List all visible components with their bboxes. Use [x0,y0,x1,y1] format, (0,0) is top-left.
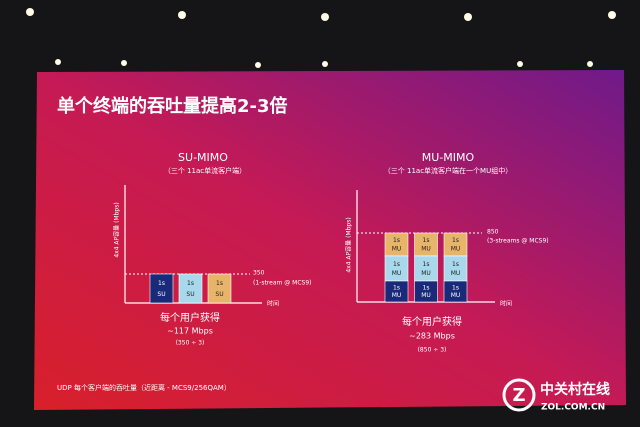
block [414,280,438,303]
footnote: UDP 每个客户端的吞吐量（近距离 - MCS9/256QAM） [57,383,231,392]
block-label: MU [421,270,431,277]
block-label: SU [157,291,165,298]
block-label: MU [392,292,402,299]
block-label: MU [451,270,461,277]
block-label: 1s [187,280,194,287]
block-label: 1s [393,237,400,244]
diagram-title: SU-MIMO [178,151,228,164]
result-text: ~283 Mbps [409,332,455,341]
block-label: MU [392,270,402,277]
su-mimo-diagram: SU-MIMO （三个 11ac单流客户端） 4x4 AP容量 (Mbps) 时… [113,151,312,347]
block-label: 1s [452,261,459,268]
block-label: 1s [452,237,459,244]
diagram-title: MU-MIMO [422,151,475,164]
y-axis-label: 4x4 AP容量 (Mbps) [345,217,353,272]
block-label: MU [421,246,431,253]
block [149,273,174,304]
block-label: MU [451,246,461,253]
block-label: SU [215,291,223,298]
block [443,255,468,282]
x-axis-label: 时间 [500,300,512,308]
x-axis-label: 时间 [267,300,279,308]
watermark-logo-letter: Z [512,385,525,406]
capacity-note: (3-streams @ MCS9) [487,238,549,245]
block-label: 1s [158,280,165,287]
ceiling-lights [26,8,616,68]
mu-mimo-diagram: MU-MIMO （三个 11ac单流客户端在一个MU组中） 4x4 AP容量 (… [345,151,549,354]
block-label: 1s [423,237,430,244]
result-text: (850 ÷ 3) [418,347,447,354]
block-label: MU [421,292,431,299]
block [178,273,203,304]
block-label: 1s [393,261,400,268]
block [443,280,468,303]
capacity-label: 350 [253,270,265,277]
y-axis-label: 4x4 AP容量 (Mbps) [113,202,121,257]
capacity-note: (1-stream @ MCS9) [253,280,312,287]
block [414,255,438,282]
result-text: ~117 Mbps [167,327,213,336]
diagram-subtitle: （三个 11ac单流客户端） [164,166,246,175]
capacity-label: 850 [487,229,499,236]
block-label: 1s [423,284,430,291]
block-label: MU [392,246,402,253]
watermark-logo [502,378,536,412]
block [384,280,409,303]
watermark-url: ZOL.COM.CN [541,403,605,413]
slide-title: 单个终端的吞吐量提高2-3倍 [57,95,288,117]
block-label: 1s [452,284,459,291]
watermark-name: 中关村在线 [540,381,610,398]
block-label: SU [186,291,194,298]
diagram-subtitle: （三个 11ac单流客户端在一个MU组中） [384,166,512,175]
result-text: 每个用户获得 [402,315,462,328]
block [207,273,232,304]
result-text: (350 ÷ 3) [176,340,205,347]
block [384,255,409,282]
block-label: 1s [423,261,430,268]
block-label: 1s [216,280,223,287]
block-label: 1s [393,284,400,291]
watermark: Z 中关村在线 ZOL.COM.CN [502,378,610,413]
block-label: MU [451,292,461,299]
slide [34,70,626,410]
result-text: 每个用户获得 [160,311,220,324]
